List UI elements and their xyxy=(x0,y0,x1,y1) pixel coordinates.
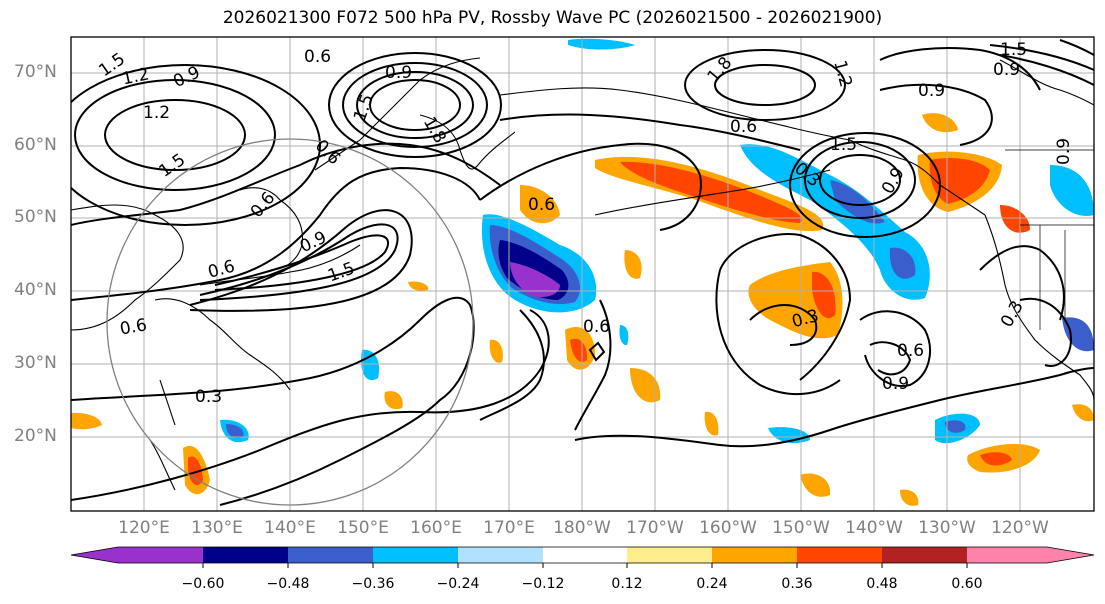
colorbar-segment xyxy=(203,547,288,563)
lon-label: 120°W xyxy=(991,518,1049,538)
colorbar-tick-label: 0.60 xyxy=(951,576,983,592)
coastlines xyxy=(71,57,1094,491)
colorbar-segment xyxy=(627,547,712,563)
contour-label: 0.9 xyxy=(882,374,909,394)
lat-label: 50°N xyxy=(14,207,57,227)
lon-label: 130°E xyxy=(191,518,243,538)
contour-label: 0.6 xyxy=(730,117,757,137)
lon-label: 130°W xyxy=(918,518,976,538)
colorbar-segment xyxy=(543,547,627,563)
contour-label: 0.9 xyxy=(918,81,945,101)
lat-label: 40°N xyxy=(14,280,57,300)
lat-label: 60°N xyxy=(14,135,57,155)
colorbar-segment xyxy=(797,547,882,563)
lon-label: 170°E xyxy=(483,518,535,538)
contour-label: 0.6 xyxy=(583,317,610,337)
colorbar-tick-label: 0.12 xyxy=(611,576,643,592)
colorbar-segment xyxy=(882,547,967,563)
lat-label: 20°N xyxy=(14,426,57,446)
colorbar-tick-label: −0.60 xyxy=(181,576,225,592)
lon-label: 160°W xyxy=(699,518,757,538)
colorbar-tick-label: −0.24 xyxy=(436,576,480,592)
pv-contours xyxy=(71,39,1094,506)
colorbar-segment xyxy=(712,547,797,563)
colorbar-min-arrow xyxy=(71,547,118,563)
colorbar-tick-label: 0.36 xyxy=(781,576,813,592)
colorbar-tick-label: −0.12 xyxy=(521,576,565,592)
lon-label: 180°W xyxy=(553,518,611,538)
colorbar-tick-label: −0.36 xyxy=(351,576,395,592)
lon-label: 160°E xyxy=(410,518,462,538)
contour-label: 0.6 xyxy=(897,341,924,361)
contour-label: 0.6 xyxy=(304,47,331,67)
colorbar-segment xyxy=(373,547,458,563)
borders xyxy=(1005,149,1094,330)
colorbar-segment xyxy=(458,547,543,563)
map-frame xyxy=(70,36,1095,512)
contour-label: 0.6 xyxy=(528,195,555,215)
colorbar-tick-label: 0.48 xyxy=(866,576,898,592)
map-title: 2026021300 F072 500 hPa PV, Rossby Wave … xyxy=(222,8,883,28)
colorbar-segment xyxy=(288,547,373,563)
contour-label: 1.2 xyxy=(143,103,170,123)
pv-anomaly-shading xyxy=(71,38,1094,506)
contour-label: 1.5 xyxy=(1000,40,1027,60)
colorbar-tick-label: 0.24 xyxy=(696,576,728,592)
lon-label: 140°W xyxy=(845,518,903,538)
contour-label: 0.6 xyxy=(118,315,148,339)
lon-label: 140°E xyxy=(264,518,316,538)
lon-label: 170°W xyxy=(626,518,684,538)
contour-label: 0.9 xyxy=(385,63,412,83)
projection-circle xyxy=(106,138,474,506)
lon-label: 150°W xyxy=(772,518,830,538)
contour-label: 0.9 xyxy=(993,60,1020,80)
lat-label: 70°N xyxy=(14,62,57,82)
colorbar-tick-label: −0.48 xyxy=(266,576,310,592)
lon-label: 150°E xyxy=(337,518,389,538)
colorbar-max-arrow xyxy=(967,547,1094,563)
contour-label: 1.5 xyxy=(830,135,857,155)
colorbar-segment xyxy=(118,547,203,563)
lon-label: 120°E xyxy=(118,518,170,538)
contour-label: 0.3 xyxy=(195,387,222,407)
contour-label: 0.9 xyxy=(1054,138,1074,165)
colorbar xyxy=(70,546,1095,568)
lat-label: 30°N xyxy=(14,353,57,373)
